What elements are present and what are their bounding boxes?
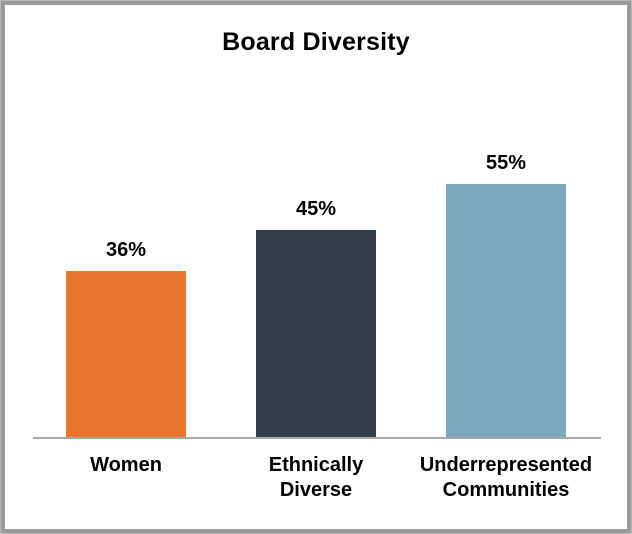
x-axis-line [33, 437, 601, 439]
bar-value-label: 55% [485, 152, 527, 174]
category-label-line: Women [90, 454, 162, 476]
bar-group: 45% [256, 198, 376, 437]
category-label-line: Underrepresented [419, 454, 593, 476]
category-label-line: Communities [442, 479, 570, 501]
category-label-line: Diverse [279, 479, 353, 501]
bar-value-label: 36% [105, 239, 147, 261]
bar [66, 271, 186, 437]
category-label: Underrepresented Communities [396, 453, 616, 503]
category-label-line: Ethnically [268, 454, 364, 476]
bar [256, 230, 376, 437]
bar-group: 36% [66, 239, 186, 437]
chart-title: Board Diversity [222, 28, 410, 56]
category-label: Women [16, 453, 236, 478]
bar-value-label: 45% [295, 198, 337, 220]
category-label: Ethnically Diverse [206, 453, 426, 503]
bar-group: 55% [446, 152, 566, 437]
bar [446, 184, 566, 437]
